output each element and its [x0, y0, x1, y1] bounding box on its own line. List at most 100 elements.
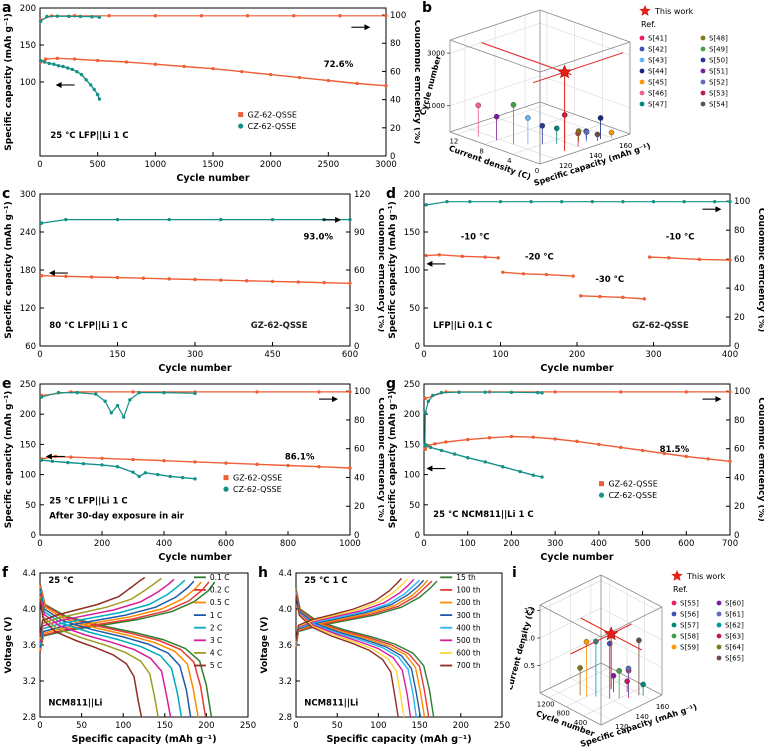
svg-text:20: 20: [390, 124, 401, 134]
svg-text:150: 150: [157, 721, 173, 731]
svg-text:S[41]: S[41]: [648, 35, 667, 43]
panel-label-c: c: [2, 186, 11, 202]
svg-text:60: 60: [734, 255, 745, 265]
svg-text:150: 150: [20, 440, 36, 450]
svg-text:Voltage (V): Voltage (V): [4, 617, 14, 674]
svg-text:140: 140: [636, 713, 649, 721]
panel-label-g: g: [386, 376, 397, 392]
svg-text:3 C: 3 C: [210, 636, 222, 645]
svg-text:0: 0: [37, 721, 42, 731]
svg-text:Voltage (V): Voltage (V): [260, 617, 270, 674]
svg-text:Current density (C): Current density (C): [448, 144, 532, 182]
svg-text:S[59]: S[59]: [680, 644, 699, 652]
chart-cycle-voltage-profiles: 0 50 100 150 200 250 2.8 3.2 3.6 4.0 4.4 Specific c…: [260, 569, 510, 745]
svg-text:200: 200: [94, 539, 110, 549]
svg-text:0: 0: [354, 531, 359, 541]
svg-text:600: 600: [218, 539, 234, 549]
svg-text:S[46]: S[46]: [648, 90, 667, 98]
svg-text:0: 0: [535, 167, 539, 175]
svg-text:100: 100: [20, 471, 36, 481]
svg-text:400: 400: [574, 719, 587, 727]
svg-text:-10 °C: -10 °C: [461, 233, 490, 243]
panel-a: a 0 500 1000 1500 2000 2500 3000 100 150 200 0 20 40…: [0, 0, 420, 186]
svg-text:S[47]: S[47]: [648, 101, 667, 109]
svg-text:80: 80: [734, 226, 745, 236]
svg-text:3.2: 3.2: [22, 677, 36, 687]
svg-text:100: 100: [734, 197, 750, 207]
svg-text:0: 0: [37, 350, 42, 360]
svg-text:2.8: 2.8: [22, 713, 36, 723]
svg-text:86.1%: 86.1%: [285, 453, 315, 463]
svg-text:S[65]: S[65]: [725, 655, 744, 663]
svg-text:Specific capacity (mAh g⁻¹): Specific capacity (mAh g⁻¹): [71, 734, 216, 745]
svg-text:4: 4: [507, 157, 512, 165]
panel-b: b 1000 3000 0 4 8 12 120 140 160 Cycle number Curr…: [420, 0, 764, 186]
svg-text:S[51]: S[51]: [709, 68, 728, 76]
svg-text:60: 60: [390, 67, 401, 77]
svg-text:250: 250: [404, 380, 420, 390]
panel-label-f: f: [2, 565, 9, 581]
svg-text:Coulombic efficiency (%): Coulombic efficiency (%): [376, 208, 384, 333]
svg-text:160: 160: [656, 703, 669, 711]
svg-text:1200: 1200: [537, 701, 555, 709]
svg-text:NCM811||Li: NCM811||Li: [304, 698, 358, 708]
svg-text:This work: This work: [654, 7, 694, 16]
svg-text:2500: 2500: [318, 160, 340, 170]
svg-text:25 °C: 25 °C: [48, 576, 73, 586]
svg-text:25 °C LFP||Li 1 C: 25 °C LFP||Li 1 C: [50, 131, 128, 141]
svg-text:LFP||Li 0.1 C: LFP||Li 0.1 C: [433, 321, 492, 331]
svg-text:15 th: 15 th: [456, 573, 476, 582]
svg-text:Cycle number: Cycle number: [158, 363, 231, 374]
svg-text:0.2 C: 0.2 C: [210, 586, 230, 595]
svg-text:100: 100: [370, 721, 386, 731]
svg-text:CZ-62-QSSE: CZ-62-QSSE: [233, 485, 282, 494]
svg-text:81.5%: 81.5%: [660, 445, 690, 455]
svg-text:1000: 1000: [427, 102, 445, 110]
svg-text:4.4: 4.4: [278, 569, 292, 579]
svg-text:CZ-62-QSSE: CZ-62-QSSE: [608, 491, 657, 500]
svg-text:200: 200: [569, 350, 585, 360]
svg-text:1500: 1500: [202, 160, 224, 170]
svg-text:180: 180: [20, 266, 36, 276]
svg-text:700 th: 700 th: [456, 661, 481, 670]
svg-text:150: 150: [20, 41, 36, 51]
svg-text:GZ-62-QSSE: GZ-62-QSSE: [248, 110, 297, 119]
svg-text:600: 600: [678, 539, 694, 549]
svg-text:4.4: 4.4: [22, 569, 36, 579]
svg-text:S[49]: S[49]: [709, 46, 728, 54]
svg-text:GZ-62-QSSE: GZ-62-QSSE: [251, 321, 308, 331]
svg-text:60: 60: [734, 445, 745, 455]
svg-text:0: 0: [415, 342, 420, 352]
svg-text:S[58]: S[58]: [680, 633, 699, 641]
svg-text:50: 50: [76, 721, 87, 731]
svg-text:Specific capacity (mAh g⁻¹): Specific capacity (mAh g⁻¹): [4, 391, 14, 528]
svg-text:500 th: 500 th: [456, 636, 481, 645]
panel-c: c 0 150 300 450 600 60 120 180 240 300 0 30 60 90 120 C…: [0, 186, 384, 376]
svg-text:Coulombic efficiency (%): Coulombic efficiency (%): [756, 397, 764, 522]
panel-h: h 0 50 100 150 200 250 2.8 3.2 3.6 4.0 4.4 Specific…: [256, 565, 510, 747]
svg-text:1000: 1000: [339, 539, 361, 549]
svg-text:30: 30: [354, 304, 365, 314]
svg-text:0: 0: [390, 152, 395, 162]
svg-text:0: 0: [354, 342, 359, 352]
svg-text:S[60]: S[60]: [725, 600, 744, 608]
svg-text:3000: 3000: [375, 160, 397, 170]
svg-text:Specific capacity (mAh g⁻¹): Specific capacity (mAh g⁻¹): [4, 201, 14, 338]
svg-text:600 th: 600 th: [456, 649, 481, 658]
svg-text:100: 100: [460, 539, 476, 549]
svg-text:0.5: 0.5: [524, 662, 535, 670]
panel-f: f 0 50 100 150 200 250 2.8 3.2 3.6 4.0 4.4 Specific…: [0, 565, 256, 747]
svg-text:1.5: 1.5: [524, 607, 535, 615]
svg-text:Specific capacity (mAh g⁻¹): Specific capacity (mAh g⁻¹): [533, 141, 652, 186]
svg-text:300: 300: [20, 190, 36, 200]
svg-text:500: 500: [90, 160, 106, 170]
panel-label-b: b: [422, 0, 433, 16]
svg-text:120: 120: [559, 162, 572, 170]
svg-text:0.5 C: 0.5 C: [210, 598, 230, 607]
svg-text:NCM811||Li: NCM811||Li: [48, 698, 102, 708]
svg-text:5 C: 5 C: [210, 661, 222, 670]
svg-text:3.2: 3.2: [278, 677, 292, 687]
svg-text:150: 150: [404, 440, 420, 450]
